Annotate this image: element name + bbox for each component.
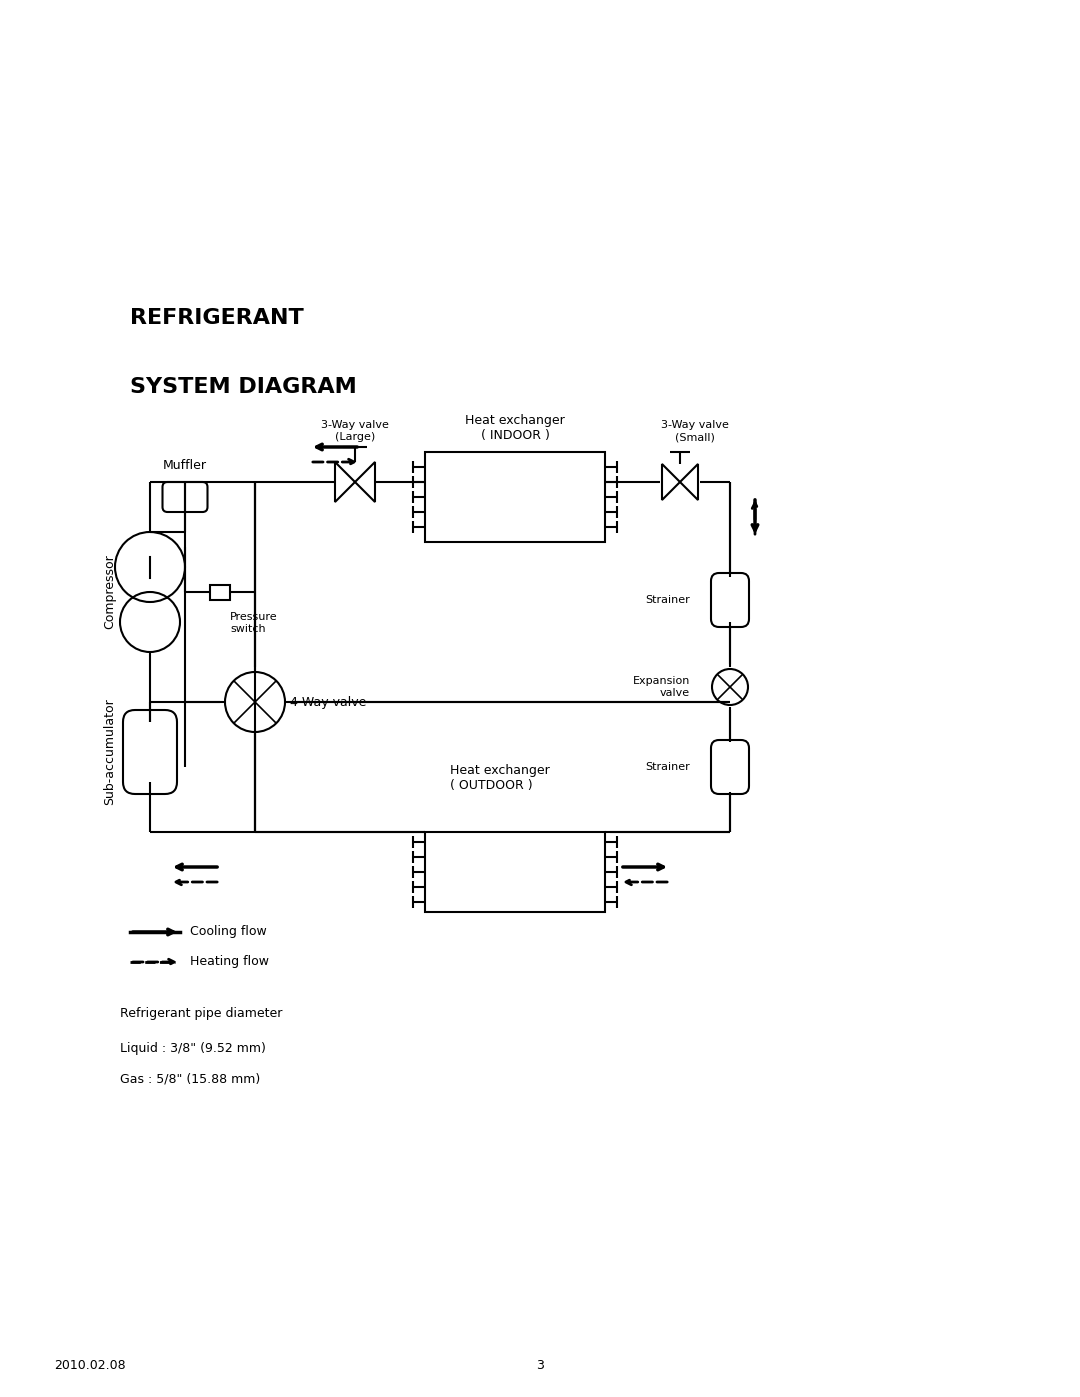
Text: Gas : 5/8" (15.88 mm): Gas : 5/8" (15.88 mm) xyxy=(120,1071,260,1085)
Bar xyxy=(210,584,230,599)
Text: Heat exchanger
( OUTDOOR ): Heat exchanger ( OUTDOOR ) xyxy=(450,764,550,792)
Text: Heat exchanger
( INDOOR ): Heat exchanger ( INDOOR ) xyxy=(465,414,565,441)
Text: 3: 3 xyxy=(536,1359,544,1372)
Text: Heating flow: Heating flow xyxy=(190,956,269,968)
FancyBboxPatch shape xyxy=(711,740,750,793)
Polygon shape xyxy=(335,462,355,502)
Text: 3-Way valve
(Small): 3-Way valve (Small) xyxy=(661,420,729,441)
Text: Liquid : 3/8" (9.52 mm): Liquid : 3/8" (9.52 mm) xyxy=(120,1042,266,1055)
Text: Compressor: Compressor xyxy=(104,555,117,630)
FancyBboxPatch shape xyxy=(123,710,177,793)
Text: Strainer: Strainer xyxy=(645,595,690,605)
Text: Sub-accumulator: Sub-accumulator xyxy=(104,698,117,806)
Polygon shape xyxy=(680,464,698,500)
Text: Refrigerant pipe diameter: Refrigerant pipe diameter xyxy=(120,1007,282,1020)
Text: 4-Way valve: 4-Way valve xyxy=(291,696,366,708)
Text: Expansion
valve: Expansion valve xyxy=(633,676,690,697)
Text: Cooling flow: Cooling flow xyxy=(190,925,267,939)
Bar xyxy=(426,833,605,912)
Text: SYSTEM DIAGRAM: SYSTEM DIAGRAM xyxy=(130,377,356,397)
Text: Strainer: Strainer xyxy=(645,761,690,773)
Text: REFRIGERANT: REFRIGERANT xyxy=(130,309,303,328)
Circle shape xyxy=(712,669,748,705)
Text: Muffler: Muffler xyxy=(163,460,207,472)
Text: 3-Way valve
(Large): 3-Way valve (Large) xyxy=(321,420,389,441)
Text: 2010.02.08: 2010.02.08 xyxy=(54,1359,125,1372)
Polygon shape xyxy=(662,464,680,500)
FancyBboxPatch shape xyxy=(162,482,207,511)
Text: Pressure
switch: Pressure switch xyxy=(230,612,278,634)
Circle shape xyxy=(225,672,285,732)
FancyBboxPatch shape xyxy=(711,573,750,627)
Polygon shape xyxy=(355,462,375,502)
Bar xyxy=(426,453,605,542)
